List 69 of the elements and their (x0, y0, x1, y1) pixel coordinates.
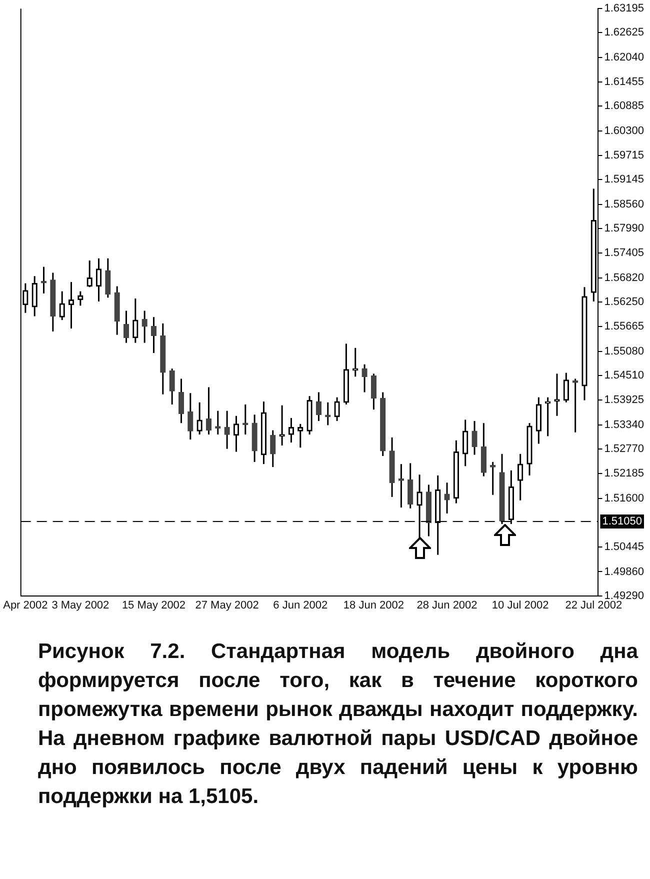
y-tick-label: 1.52185 (604, 468, 644, 480)
y-tick-label: 1.63195 (604, 2, 644, 15)
y-tick-label: 1.52770 (604, 442, 644, 455)
candlestick (196, 402, 202, 436)
candlestick (472, 420, 478, 456)
y-tick-label: 1.57990 (604, 222, 644, 234)
candlestick (444, 482, 450, 514)
candlestick (242, 404, 248, 436)
candlestick (32, 275, 38, 317)
candlestick (206, 386, 212, 436)
y-tick-label: 1.60885 (604, 100, 644, 112)
candlestick (224, 410, 230, 450)
candlestick (352, 347, 358, 378)
x-tick-label: 18 Jun 2002 (343, 599, 404, 612)
candlestick (123, 310, 130, 344)
x-tick-label: 10 Jul 2002 (492, 599, 549, 612)
y-tick-label: 1.50445 (604, 541, 644, 554)
candlestick (563, 372, 569, 404)
y-tick-label: 1.55080 (604, 345, 644, 358)
candlestick (169, 368, 175, 406)
y-tick-label: 1.56250 (604, 296, 644, 308)
y-tick-label: 1.58560 (604, 198, 644, 210)
y-tick-label: 1.61455 (604, 76, 644, 88)
candlestick (132, 298, 138, 344)
x-tick-label: 15 May 2002 (122, 599, 186, 612)
candlestick (480, 422, 487, 478)
y-tick-label: 1.62040 (604, 51, 644, 64)
candlestick (362, 364, 368, 394)
x-tick-label: 6 Jun 2002 (273, 599, 328, 612)
ref-line-label: 1.51050 (602, 516, 642, 528)
candlestick (316, 392, 322, 422)
candlestick (142, 310, 148, 344)
candlestick (462, 418, 468, 467)
candlestick (105, 258, 111, 298)
candlestick (96, 258, 102, 302)
candlestick (86, 260, 92, 288)
x-tick-label: Apr 2002 (3, 599, 48, 612)
text: Рисунок 7.2. Стандартная модель двойного дна формируется после того, как в течение короткого промежутка времени рынок дважды находит поддержку. На дневном графике валютной пары USD/CAD двойное дно появилось после двух падений цены к уровню поддержки на 1,5105. (38, 639, 638, 810)
y-tick-label: 1.49860 (604, 566, 644, 578)
y-tick-label: 1.55665 (604, 320, 644, 333)
candlestick (518, 453, 524, 502)
candlestick (370, 372, 377, 410)
x-tick-label: 27 May 2002 (195, 599, 259, 612)
y-tick-label: 1.59145 (604, 174, 644, 186)
candlestick (233, 415, 240, 453)
candlestick (78, 290, 84, 306)
candlestick (288, 417, 294, 444)
y-tick-label: 1.53925 (604, 394, 644, 406)
y-tick-label: 1.49290 (604, 590, 644, 602)
y-tick-label: 1.60300 (604, 124, 644, 137)
y-tick-label: 1.51600 (604, 492, 644, 504)
y-tick-label: 1.59715 (604, 150, 644, 162)
y-tick-label: 1.53340 (604, 418, 644, 431)
y-tick-label: 1.62625 (604, 26, 644, 39)
candlestick (298, 423, 304, 448)
candlestick (178, 378, 184, 424)
candlestick (408, 462, 414, 510)
candlestick (188, 392, 194, 440)
y-tick-label: 1.54510 (604, 369, 644, 382)
y-tick-label: 1.57405 (604, 247, 644, 260)
candlestick (334, 396, 340, 422)
candlestick (150, 316, 157, 354)
x-tick-label: 3 May 2002 (52, 599, 110, 612)
candlestick (40, 266, 47, 294)
candlestick (270, 430, 276, 468)
candlestick (59, 290, 65, 321)
x-tick-label: 22 Jul 2002 (565, 599, 622, 612)
x-tick-label: 28 Jun 2002 (416, 599, 478, 612)
y-tick-label: 1.56820 (604, 272, 644, 284)
